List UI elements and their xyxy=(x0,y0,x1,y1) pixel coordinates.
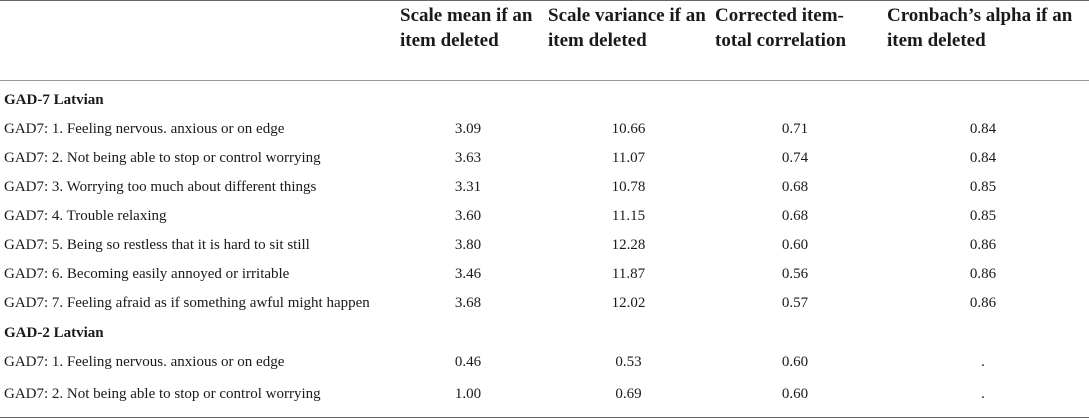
table-row: GAD7: 2. Not being able to stop or contr… xyxy=(0,144,1089,173)
header-item-total-correlation: Corrected item-total correlation xyxy=(713,0,877,81)
item-label: GAD7: 4. Trouble relaxing xyxy=(4,208,167,224)
scale-mean-value: 3.68 xyxy=(454,295,482,311)
item-label: GAD7: 2. Not being able to stop or contr… xyxy=(4,150,321,166)
alpha-value: 0.84 xyxy=(969,150,997,166)
correlation-value: 0.68 xyxy=(781,179,809,195)
alpha-value: 0.86 xyxy=(969,237,997,253)
table-header: Scale mean if an item deleted Scale vari… xyxy=(0,0,1089,81)
table-row: GAD7: 6. Becoming easily annoyed or irri… xyxy=(0,260,1089,289)
item-label: GAD7: 6. Becoming easily annoyed or irri… xyxy=(4,266,290,282)
scale-variance-value: 0.69 xyxy=(615,385,642,402)
alpha-value: 0.86 xyxy=(969,295,997,311)
header-scale-mean: Scale mean if an item deleted xyxy=(392,0,544,81)
table-row: GAD7: 2. Not being able to stop or contr… xyxy=(0,377,1089,418)
scale-variance-value: 11.87 xyxy=(611,266,646,282)
group-header-row: GAD-7 Latvian xyxy=(0,81,1089,116)
scale-mean-value: 3.80 xyxy=(454,237,482,253)
alpha-value: 0.85 xyxy=(969,208,997,224)
scale-variance-value: 10.78 xyxy=(611,179,646,195)
scale-mean-value: 3.31 xyxy=(454,179,482,195)
alpha-value: 0.85 xyxy=(969,179,997,195)
header-cronbach-alpha: Cronbach’s alpha if an item deleted xyxy=(877,0,1089,81)
alpha-value: 0.86 xyxy=(969,266,997,282)
alpha-value: . xyxy=(981,385,985,402)
scale-variance-value: 11.15 xyxy=(611,208,646,224)
correlation-value: 0.74 xyxy=(781,150,809,166)
group-header-row: GAD-2 Latvian xyxy=(0,318,1089,348)
correlation-value: 0.60 xyxy=(781,354,809,370)
table-row: GAD7: 5. Being so restless that it is ha… xyxy=(0,231,1089,260)
scale-variance-value: 10.66 xyxy=(611,121,646,137)
group-title: GAD-7 Latvian xyxy=(4,91,104,108)
table-row: GAD7: 7. Feeling afraid as if something … xyxy=(0,289,1089,318)
correlation-value: 0.60 xyxy=(781,385,809,402)
table-row: GAD7: 1. Feeling nervous. anxious or on … xyxy=(0,115,1089,144)
header-row: Scale mean if an item deleted Scale vari… xyxy=(0,0,1089,81)
scale-mean-value: 0.46 xyxy=(454,354,482,370)
correlation-value: 0.56 xyxy=(781,266,809,282)
item-label: GAD7: 2. Not being able to stop or contr… xyxy=(4,385,321,402)
correlation-value: 0.60 xyxy=(781,237,809,253)
item-label: GAD7: 1. Feeling nervous. anxious or on … xyxy=(4,354,285,370)
table-row: GAD7: 1. Feeling nervous. anxious or on … xyxy=(0,348,1089,377)
alpha-value: 0.84 xyxy=(969,121,997,137)
item-label: GAD7: 7. Feeling afraid as if something … xyxy=(4,295,370,311)
correlation-value: 0.71 xyxy=(781,121,809,137)
correlation-value: 0.57 xyxy=(781,295,809,311)
table-row: GAD7: 4. Trouble relaxing 3.60 11.15 0.6… xyxy=(0,202,1089,231)
alpha-value: . xyxy=(981,354,985,370)
scale-variance-value: 0.53 xyxy=(615,354,642,370)
header-item xyxy=(0,0,392,81)
scale-mean-value: 1.00 xyxy=(454,385,482,402)
scale-mean-value: 3.60 xyxy=(454,208,482,224)
scale-mean-value: 3.63 xyxy=(454,150,482,166)
scale-variance-value: 11.07 xyxy=(611,150,646,166)
scale-mean-value: 3.09 xyxy=(454,121,482,137)
item-label: GAD7: 1. Feeling nervous. anxious or on … xyxy=(4,121,285,137)
table-row: GAD7: 3. Worrying too much about differe… xyxy=(0,173,1089,202)
item-label: GAD7: 5. Being so restless that it is ha… xyxy=(4,237,310,253)
table-body: GAD-7 Latvian GAD7: 1. Feeling nervous. … xyxy=(0,81,1089,418)
correlation-value: 0.68 xyxy=(781,208,809,224)
scale-mean-value: 3.46 xyxy=(454,266,482,282)
item-label: GAD7: 3. Worrying too much about differe… xyxy=(4,179,317,195)
scale-variance-value: 12.02 xyxy=(611,295,646,311)
header-scale-variance: Scale variance if an item deleted xyxy=(544,0,713,81)
scale-variance-value: 12.28 xyxy=(611,237,646,253)
group-title: GAD-2 Latvian xyxy=(4,324,104,341)
